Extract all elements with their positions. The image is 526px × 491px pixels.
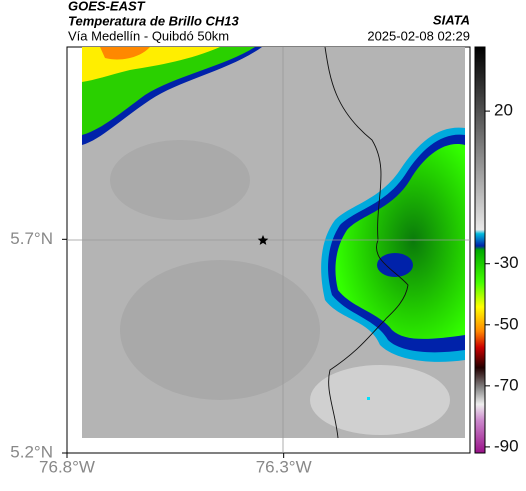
colorbar-tick-label: 20 — [494, 101, 513, 120]
lon-tick-label: 76.8°W — [39, 457, 95, 476]
product: Temperatura de Brillo CH13 — [68, 13, 240, 28]
lat-tick-label: 5.7°N — [10, 229, 53, 248]
timestamp: 2025-02-08 02:29 — [367, 28, 470, 43]
lat-tick-label: 5.2°N — [10, 442, 53, 461]
agency: SIATA — [433, 12, 470, 27]
region: Vía Medellín - Quibdó 50km — [68, 28, 229, 43]
lon-tick-label: 76.3°W — [256, 457, 312, 476]
colorbar-tick-label: -90 — [494, 436, 519, 455]
colorbar-tick-label: -30 — [494, 253, 519, 272]
colorbar-tick-label: -50 — [494, 314, 519, 333]
map-image — [66, 46, 471, 454]
source: GOES-EAST — [68, 0, 146, 13]
colorbar-tick-label: -70 — [494, 375, 519, 394]
colorbar — [474, 46, 486, 454]
